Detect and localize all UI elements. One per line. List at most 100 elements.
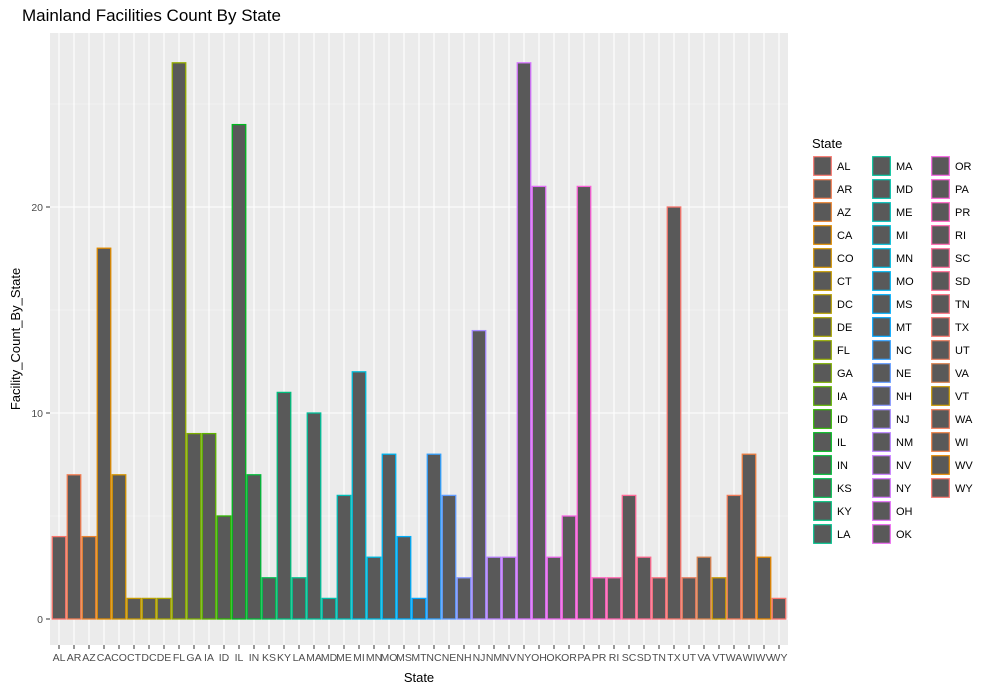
legend-item-ct: CT — [813, 271, 852, 291]
bar-ga — [186, 432, 202, 620]
bar-sc — [621, 494, 637, 620]
legend-swatch — [813, 501, 832, 521]
legend-item-pa: PA — [931, 179, 970, 199]
bar-in — [246, 474, 262, 620]
bar-ca — [96, 247, 112, 620]
legend-item-vt: VT — [931, 386, 969, 406]
x-tick-label-mo: MO — [381, 652, 398, 664]
legend-swatch — [931, 202, 950, 222]
y-axis-title: Facility_Count_By_State — [8, 268, 23, 410]
y-tick-label: 0 — [37, 614, 43, 626]
x-tick-label-wv: WV — [756, 652, 773, 664]
legend-label: AL — [837, 161, 850, 173]
x-tick-label-fl: FL — [173, 652, 185, 664]
legend-label: VT — [955, 391, 969, 403]
legend-swatch — [872, 409, 891, 429]
legend-label: WV — [955, 460, 973, 472]
legend-label: TX — [955, 322, 970, 334]
x-tick-label-co: CO — [111, 652, 127, 664]
bar-la — [291, 577, 307, 620]
bar-ar — [66, 474, 82, 620]
x-tick-label-az: AZ — [82, 652, 96, 664]
x-tick-label-me: ME — [336, 652, 352, 664]
legend-swatch — [931, 455, 950, 475]
legend-item-tx: TX — [931, 317, 970, 337]
legend-label: NV — [896, 460, 912, 472]
legend-swatch — [872, 225, 891, 245]
bar-nm — [486, 556, 502, 620]
x-tick-label-al: AL — [53, 652, 66, 664]
legend-swatch — [872, 202, 891, 222]
legend-swatch — [813, 248, 832, 268]
legend-item-nh: NH — [872, 386, 912, 406]
legend-label: ME — [896, 207, 913, 219]
legend-swatch — [813, 432, 832, 452]
legend-swatch — [813, 478, 832, 498]
bar-sd — [636, 556, 652, 620]
legend-swatch — [931, 409, 950, 429]
legend-label: KY — [837, 506, 852, 518]
legend-item-ga: GA — [813, 363, 854, 383]
bar-ms — [396, 535, 412, 620]
bar-ks — [261, 577, 277, 620]
legend-label: MO — [896, 276, 914, 288]
legend-swatch — [931, 248, 950, 268]
legend-label: RI — [955, 230, 966, 242]
legend-swatch — [813, 409, 832, 429]
x-tick-label-de: DE — [157, 652, 172, 664]
legend-swatch — [931, 225, 950, 245]
legend-item-ia: IA — [813, 386, 848, 406]
bar-va — [696, 556, 712, 620]
legend-swatch — [872, 248, 891, 268]
bar-ky — [276, 391, 292, 620]
bar-az — [81, 535, 97, 620]
legend-swatch — [813, 317, 832, 337]
legend-swatch — [931, 271, 950, 291]
legend-swatch — [813, 156, 832, 176]
legend: State AL AR AZ CA CO CT DC DE FL GA IA ID IL IN KS KY LA… — [812, 136, 973, 544]
legend-label: CT — [837, 276, 852, 288]
bar-mo — [381, 453, 397, 620]
x-tick-label-ny: NY — [517, 652, 532, 664]
legend-item-ma: MA — [872, 156, 913, 176]
bar-mn — [366, 556, 382, 620]
bar-md — [321, 597, 337, 620]
x-tick-label-va: VA — [697, 652, 710, 664]
legend-swatch — [872, 501, 891, 521]
legend-label: IA — [837, 391, 848, 403]
legend-item-tn: TN — [931, 294, 970, 314]
legend-swatch — [813, 340, 832, 360]
bar-id — [216, 515, 232, 620]
bar-vt — [711, 577, 727, 620]
x-tick-label-mn: MN — [366, 652, 382, 664]
bar-al — [51, 535, 67, 620]
legend-swatch — [813, 271, 832, 291]
bar-nj — [471, 329, 487, 620]
legend-item-nm: NM — [872, 432, 913, 452]
legend-label: KS — [837, 483, 852, 495]
legend-swatch — [813, 225, 832, 245]
bar-wi — [741, 453, 757, 620]
x-tick-label-nh: NH — [456, 652, 471, 664]
legend-swatch — [813, 455, 832, 475]
bar-co — [111, 474, 127, 620]
bar-ok — [546, 556, 562, 620]
x-tick-label-dc: DC — [141, 652, 157, 664]
x-tick-label-wa: WA — [726, 652, 743, 664]
bar-nv — [501, 556, 517, 620]
x-tick-label-ut: UT — [682, 652, 697, 664]
legend-label: DE — [837, 322, 852, 334]
legend-swatch — [813, 202, 832, 222]
legend-swatch — [872, 294, 891, 314]
bar-ma — [306, 412, 322, 620]
legend-label: MI — [896, 230, 908, 242]
legend-item-va: VA — [931, 363, 970, 383]
bar-il — [231, 123, 247, 620]
legend-item-ut: UT — [931, 340, 970, 360]
x-tick-label-oh: OH — [531, 652, 547, 664]
x-tick-label-ky: KY — [277, 652, 291, 664]
bar-or — [561, 515, 577, 620]
legend-swatch — [872, 179, 891, 199]
legend-swatch — [872, 271, 891, 291]
legend-item-co: CO — [813, 248, 854, 268]
